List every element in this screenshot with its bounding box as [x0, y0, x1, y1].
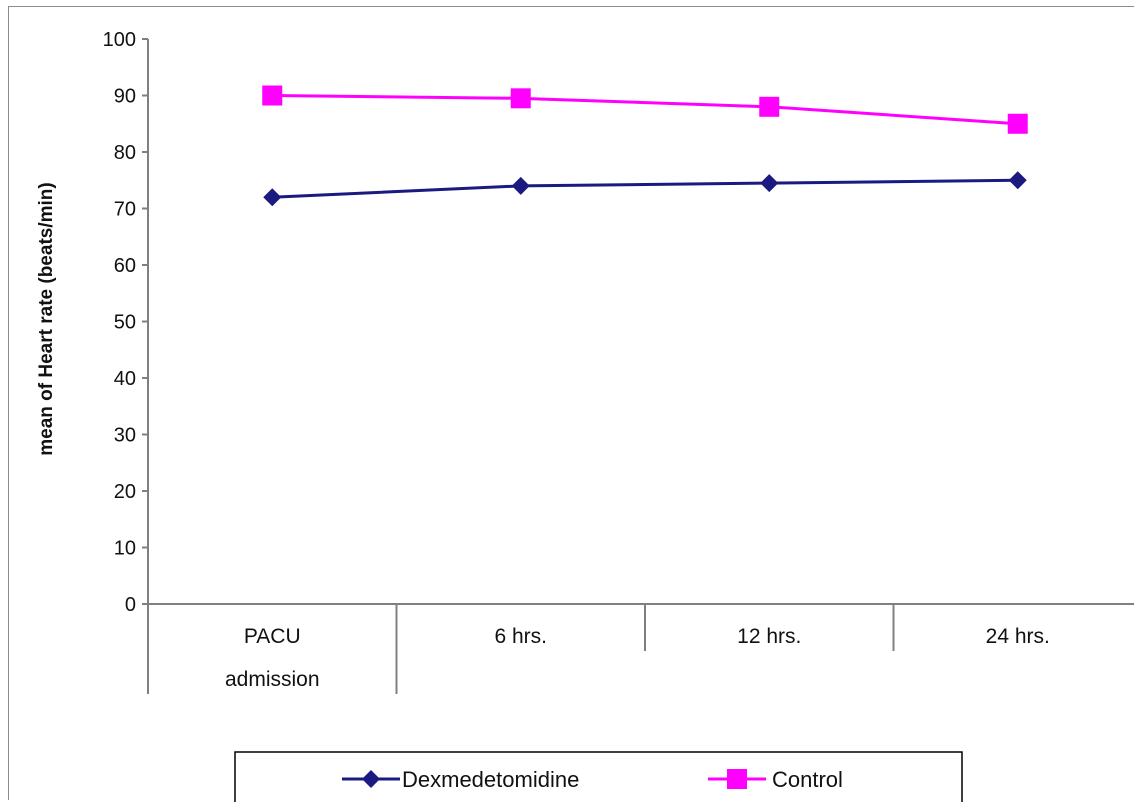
- series-markers: [262, 85, 1028, 207]
- data-point-dexmedetomidine: [1008, 171, 1027, 190]
- legend-label: Control: [772, 767, 843, 792]
- y-tick-label: 30: [114, 425, 136, 447]
- y-tick-label: 40: [114, 368, 136, 390]
- legend-marker: [727, 769, 747, 789]
- y-tick-label: 20: [114, 481, 136, 503]
- data-point-control: [1007, 113, 1028, 134]
- data-point-control: [510, 88, 531, 109]
- chart-frame: [8, 6, 1134, 800]
- legend-marker: [362, 770, 380, 788]
- x-category-label: admission: [225, 668, 320, 691]
- legend-label: Dexmedetomidine: [402, 767, 579, 792]
- x-category-label: 12 hrs.: [737, 625, 801, 648]
- series-lines: [272, 94, 1018, 199]
- axes: [142, 39, 1134, 694]
- data-point-control: [262, 85, 283, 106]
- y-tick-label: 60: [114, 255, 136, 277]
- data-point-dexmedetomidine: [263, 188, 282, 207]
- y-tick-label: 50: [114, 312, 136, 334]
- x-categories: PACU admission 6 hrs. 12 hrs. 24 hrs.: [225, 625, 1050, 691]
- data-point-dexmedetomidine: [511, 176, 530, 195]
- y-tick-label: 10: [114, 538, 136, 560]
- y-axis-title: mean of Heart rate (beats/min): [36, 182, 57, 455]
- x-category-label: PACU: [244, 625, 301, 648]
- y-tick-label: 80: [114, 142, 136, 164]
- y-tick-label: 90: [114, 86, 136, 108]
- y-tick-label: 0: [125, 594, 136, 616]
- y-ticks: 0 10 20 30 40 50 60 70 80 90 100: [103, 29, 148, 616]
- y-tick-label: 100: [103, 29, 136, 51]
- legend: Dexmedetomidine Control: [234, 751, 963, 802]
- y-tick-label: 70: [114, 199, 136, 221]
- legend-box: [234, 751, 963, 802]
- data-point-control: [759, 96, 780, 117]
- x-category-label: 24 hrs.: [986, 625, 1050, 648]
- series-line-control: [272, 94, 1018, 126]
- x-category-label: 6 hrs.: [494, 625, 547, 648]
- data-point-dexmedetomidine: [760, 174, 779, 193]
- series-line-dexmedetomidine: [272, 178, 1018, 199]
